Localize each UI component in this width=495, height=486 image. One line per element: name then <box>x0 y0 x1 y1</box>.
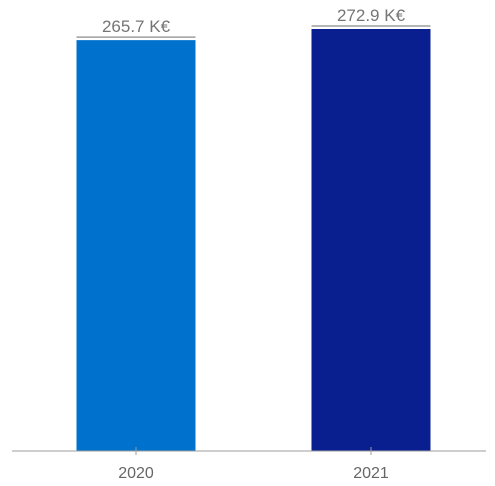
bar-2020 <box>76 40 196 451</box>
x-tick-label-2021: 2021 <box>353 465 389 482</box>
x-tick-label-2020: 2020 <box>118 465 154 482</box>
x-ticks-layer: 2020 2021 <box>118 447 389 482</box>
bar-2021 <box>311 29 431 451</box>
value-label-2021: 272.9 K€ <box>337 6 406 25</box>
bars-layer <box>76 29 431 451</box>
value-label-2020: 265.7 K€ <box>102 17 171 36</box>
value-labels-layer: 265.7 K€ 272.9 K€ <box>76 6 431 38</box>
